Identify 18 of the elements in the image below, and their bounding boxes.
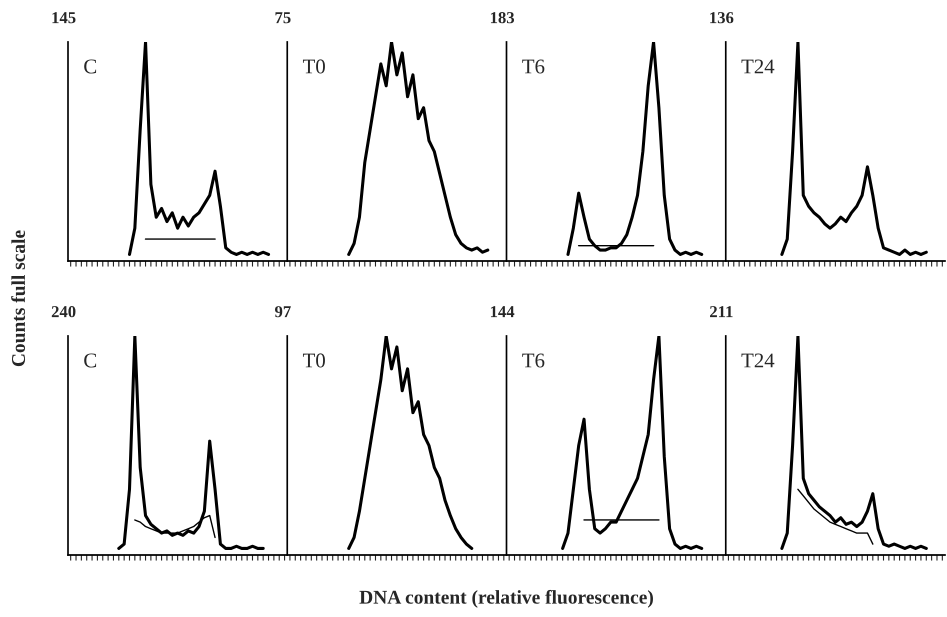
text: T24 (741, 353, 774, 368)
text: C (84, 353, 96, 368)
text: T24 (741, 59, 774, 74)
text: C (84, 59, 96, 74)
text: 97 (274, 306, 291, 318)
text: 183 (490, 12, 514, 24)
text: T0 (302, 59, 325, 74)
text: 145 (52, 12, 76, 24)
text: T0 (302, 353, 325, 368)
text: 75 (275, 12, 291, 24)
text: T6 (522, 59, 544, 74)
text: T6 (522, 353, 544, 368)
text: 240 (52, 306, 76, 318)
text: 136 (710, 12, 734, 24)
text: 144 (490, 306, 514, 318)
x-axis-title: DNA content (relative fluorescence) (360, 590, 653, 608)
text: 211 (710, 306, 733, 318)
y-axis-title: Counts full scale (11, 230, 26, 366)
